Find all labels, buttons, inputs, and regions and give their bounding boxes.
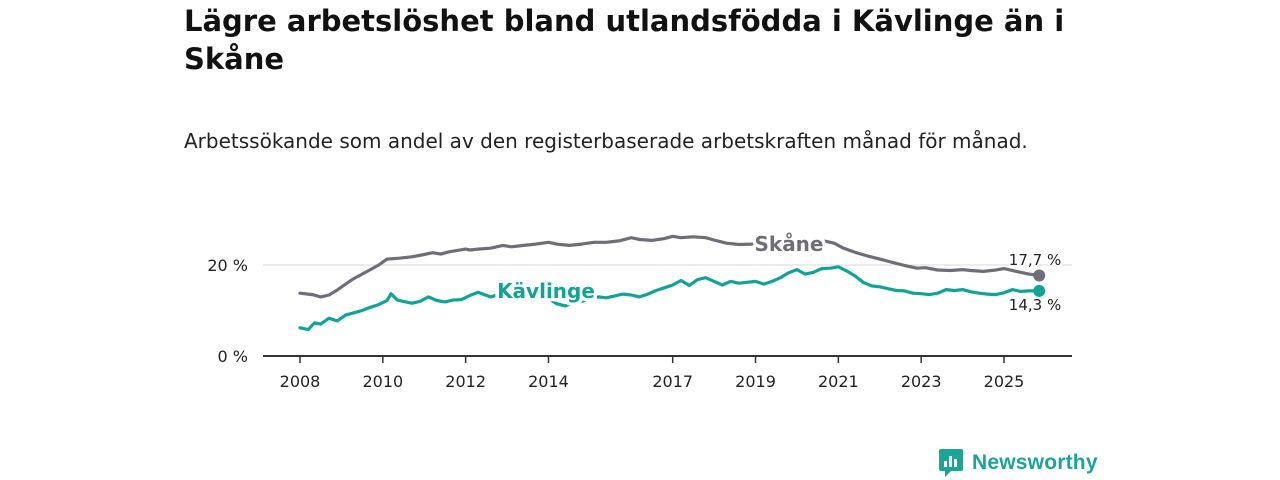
y-tick-label-20: 20 % (207, 256, 248, 275)
x-tick-label-2019: 2019 (735, 372, 776, 391)
series-line-skane (298, 234, 1041, 299)
line-chart: 0 % 20 % 2008 2010 2012 2014 2017 2019 2021 2023 2… (207, 229, 1072, 391)
x-tick-label-2017: 2017 (652, 372, 693, 391)
series-name-label-skane: Skåne (754, 232, 823, 256)
x-tick-label-2010: 2010 (362, 372, 403, 391)
series-end-dot-skane (1033, 269, 1046, 282)
chart-subtitle: Arbetssökande som andel av den registerb… (184, 129, 1028, 153)
y-tick-label-0: 0 % (218, 347, 248, 366)
x-tick-label-2008: 2008 (280, 372, 321, 391)
x-tick-label-2021: 2021 (818, 372, 859, 391)
series-name-label-kavlinge: Kävlinge (497, 279, 595, 303)
x-tick-label-2014: 2014 (528, 372, 569, 391)
x-tick-label-2012: 2012 (445, 372, 486, 391)
newsworthy-logo: Newsworthy (938, 448, 1098, 478)
chart-title: Lägre arbetslöshet bland utlandsfödda i … (184, 4, 1065, 76)
end-value-label-skane: 17,7 % (1009, 251, 1061, 269)
x-tick-label-2023: 2023 (901, 372, 942, 391)
label-layer: Skåne Kävlinge 17,7 % 14,3 % (494, 229, 1064, 317)
bar-chart-icon (939, 449, 963, 477)
axis-layer: 0 % 20 % 2008 2010 2012 2014 2017 2019 2021 2023 2… (207, 256, 1072, 391)
series-line-kavlinge (298, 265, 1041, 332)
series-end-dot-kavlinge (1033, 284, 1046, 297)
brand-name: Newsworthy (972, 451, 1098, 474)
x-tick-label-2025: 2025 (984, 372, 1025, 391)
end-value-label-kavlinge: 14,3 % (1009, 296, 1061, 314)
series-layer (298, 234, 1046, 332)
